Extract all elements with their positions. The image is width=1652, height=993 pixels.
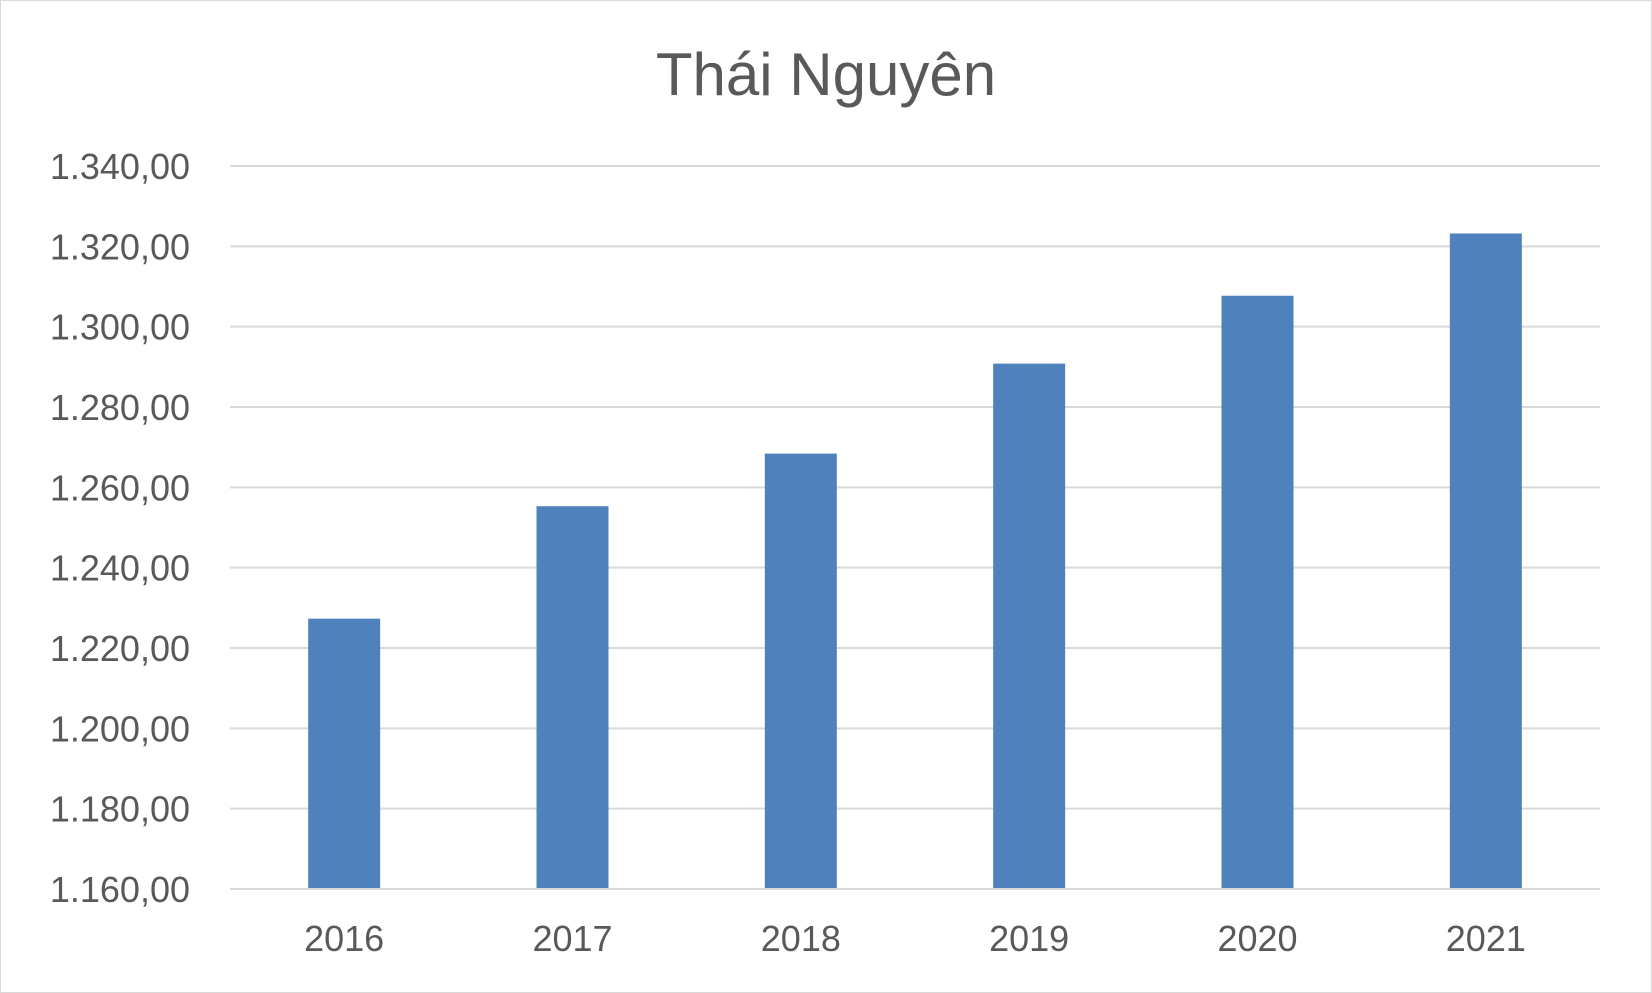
x-axis-tick-labels: 2016 2017 2018 2019 2020 2021	[304, 918, 1526, 959]
bars	[308, 233, 1522, 890]
x-tick-label: 2021	[1446, 918, 1526, 959]
y-tick-label: 1.280,00	[50, 387, 190, 428]
y-tick-label: 1.300,00	[50, 307, 190, 348]
bar-2016	[308, 618, 381, 889]
gridlines	[230, 165, 1600, 810]
y-tick-label: 1.160,00	[50, 869, 190, 910]
chart-title: Thái Nguyên	[656, 41, 996, 108]
x-tick-label: 2020	[1217, 918, 1297, 959]
bar-2021	[1449, 233, 1522, 890]
y-tick-label: 1.260,00	[50, 467, 190, 508]
y-tick-label: 1.180,00	[50, 789, 190, 830]
x-tick-label: 2019	[989, 918, 1069, 959]
bar-2017	[536, 506, 609, 889]
y-axis-tick-labels: 1.160,00 1.180,00 1.200,00 1.220,00 1.240,00…	[50, 146, 190, 910]
y-tick-label: 1.240,00	[50, 548, 190, 589]
x-tick-label: 2018	[761, 918, 841, 959]
y-tick-label: 1.340,00	[50, 146, 190, 187]
bar-2018	[764, 453, 837, 889]
bar-2019	[993, 363, 1066, 889]
x-tick-label: 2016	[304, 918, 384, 959]
y-tick-label: 1.220,00	[50, 628, 190, 669]
x-tick-label: 2017	[532, 918, 612, 959]
y-tick-label: 1.200,00	[50, 708, 190, 749]
y-tick-label: 1.320,00	[50, 226, 190, 267]
bar-2020	[1221, 295, 1294, 889]
